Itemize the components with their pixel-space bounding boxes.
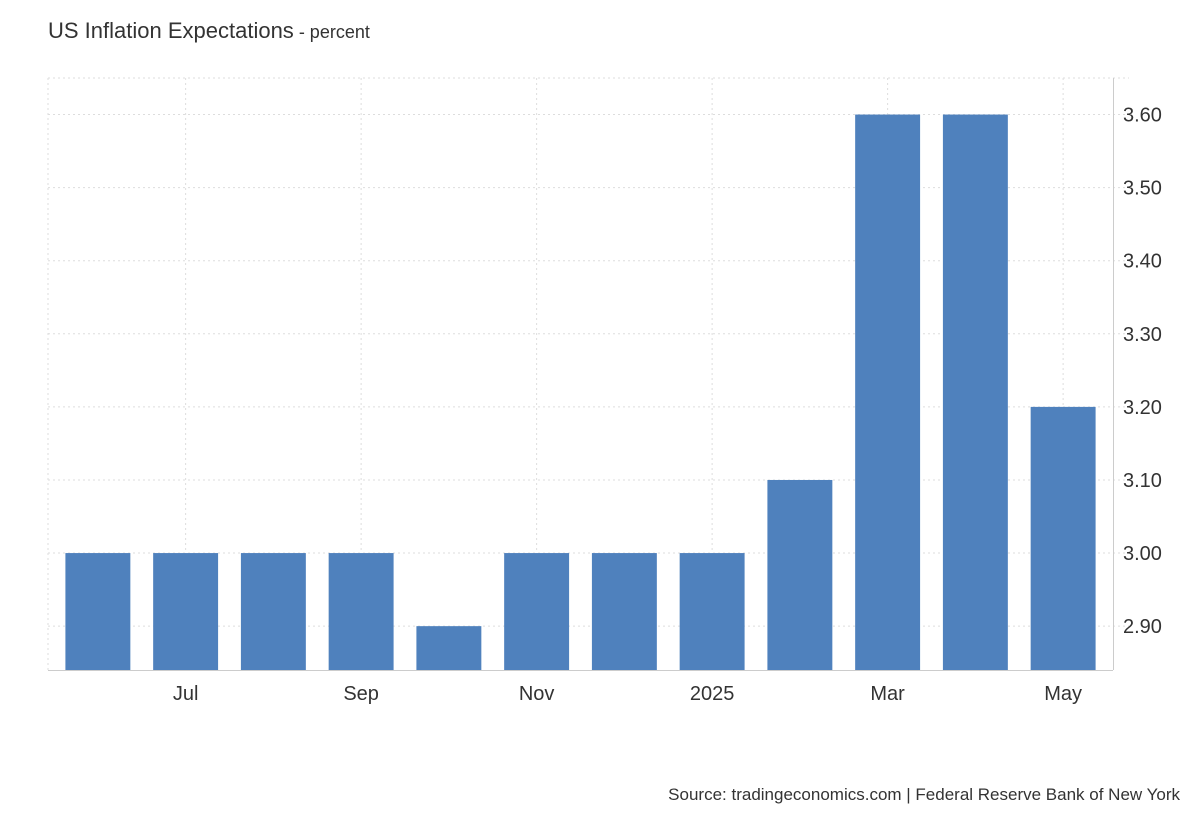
source-note: Source: tradingeconomics.com | Federal R… [668, 785, 1180, 804]
x-tick-label: Nov [519, 683, 555, 705]
y-tick-label: 3.20 [1123, 397, 1162, 419]
bar-2025-01 [679, 553, 745, 670]
bar-2025-02 [767, 479, 833, 670]
y-tick-label: 3.50 [1123, 178, 1162, 200]
y-tick-label: 2.90 [1123, 616, 1162, 638]
y-tick-label: 3.10 [1123, 470, 1162, 492]
bar-2025-03 [855, 114, 921, 670]
bar-2025-04 [942, 114, 1008, 670]
y-tick-label: 3.40 [1123, 251, 1162, 273]
x-tick-label: 2025 [690, 683, 735, 705]
bar-2024-06 [65, 553, 131, 670]
y-tick-label: 3.30 [1123, 324, 1162, 346]
bar-2025-05 [1030, 406, 1096, 670]
x-tick-label: Mar [870, 683, 905, 705]
x-tick-label: Jul [173, 683, 199, 705]
bar-layer [65, 114, 1096, 670]
chart-subtitle: - percent [293, 22, 370, 42]
chart-title: US Inflation Expectations [48, 18, 294, 43]
bar-2024-12 [591, 553, 657, 670]
bar-2024-11 [504, 553, 570, 670]
bar-2024-09 [328, 553, 394, 670]
y-tick-label: 3.00 [1123, 543, 1162, 565]
y-tick-label: 3.60 [1123, 105, 1162, 127]
chart-title-block: US Inflation Expectations - percent [48, 18, 370, 44]
x-tick-label: May [1044, 683, 1082, 705]
x-tick-label: Sep [343, 683, 379, 705]
bar-chart: 2.90 3.00 3.10 3.20 3.30 3.40 3.50 3.60 Jul Sep No… [47, 77, 1162, 705]
bar-2024-07 [153, 553, 219, 670]
axis-layer: 2.90 3.00 3.10 3.20 3.30 3.40 3.50 3.60 Jul Sep No… [48, 78, 1162, 705]
bar-2024-08 [240, 553, 306, 670]
bar-2024-10 [416, 626, 482, 670]
